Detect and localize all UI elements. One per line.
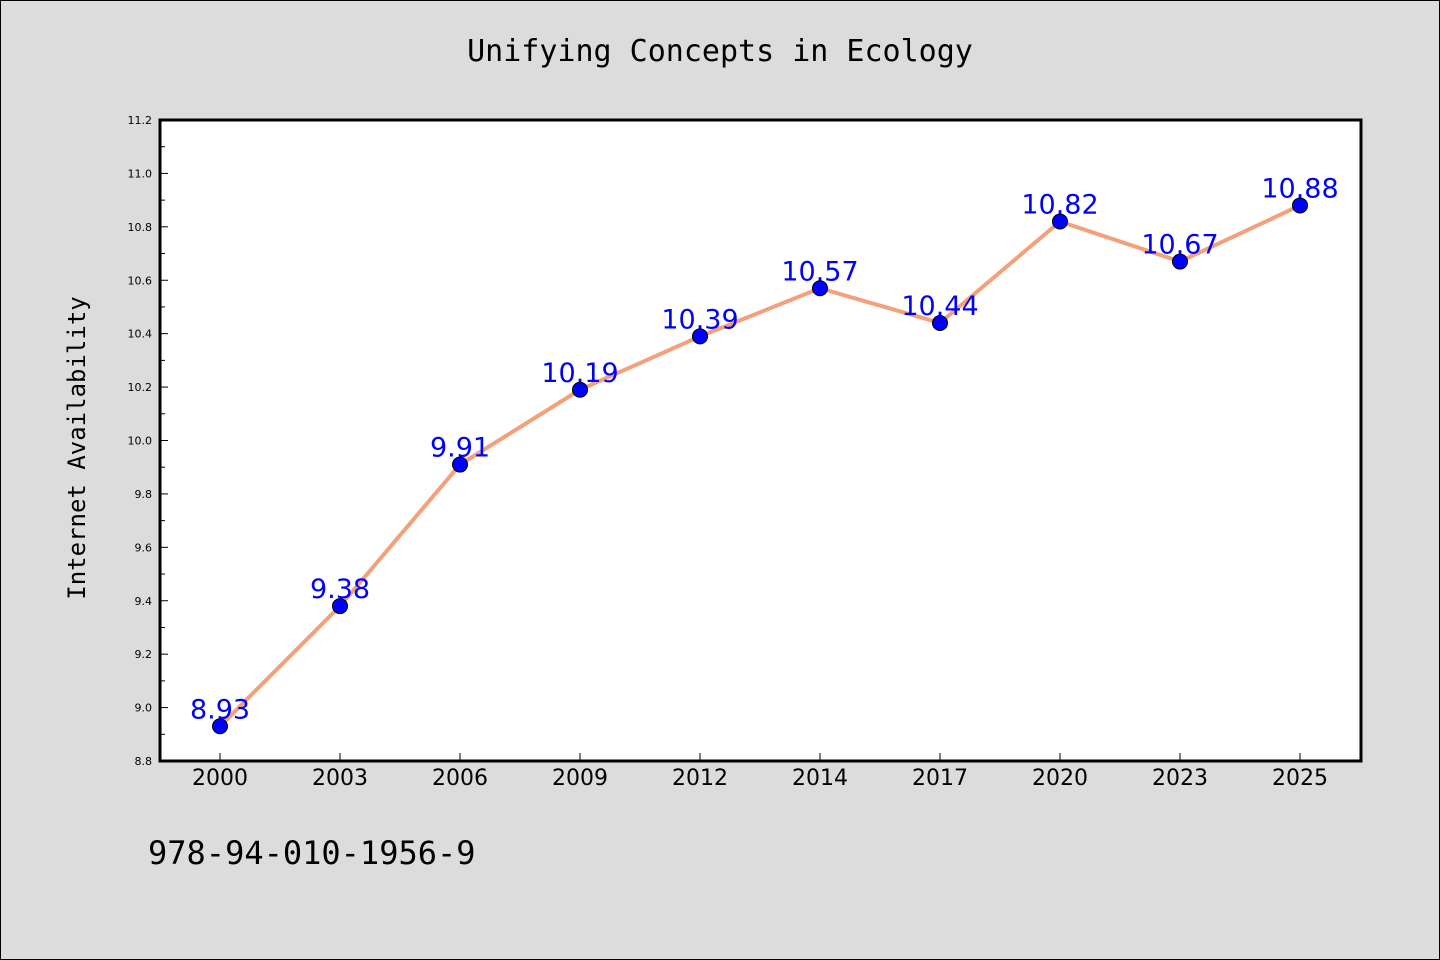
data-label: 10.44 [901,291,978,322]
data-point [332,598,348,615]
data-label: 10.88 [1261,173,1338,204]
y-tick-label: 10.0 [128,435,153,448]
data-point [1292,197,1308,214]
y-tick-label: 10.8 [128,221,153,234]
data-label: 10.82 [1021,189,1098,220]
y-tick-label: 8.8 [135,755,153,768]
x-tick-label: 2012 [672,766,728,791]
x-tick-label: 2014 [792,766,848,791]
data-label: 10.19 [541,358,618,389]
data-point [1172,253,1188,270]
y-tick-label: 9.8 [135,488,153,501]
data-label: 9.91 [430,433,490,464]
x-tick-label: 2003 [312,766,368,791]
data-point [452,456,468,473]
y-tick-label: 9.6 [135,541,153,554]
data-point [212,718,228,735]
x-tick-label: 2009 [552,766,608,791]
x-tick-label: 2000 [192,766,248,791]
y-tick-label: 10.6 [128,274,153,287]
x-tick-label: 2020 [1032,766,1088,791]
y-tick-label: 9.0 [135,702,153,715]
data-point [692,328,708,345]
data-label: 10.67 [1141,230,1218,261]
y-tick-label: 9.4 [135,595,153,608]
x-tick-label: 2025 [1272,766,1328,791]
data-label: 10.39 [661,304,738,335]
y-tick-label: 10.2 [128,381,153,394]
series: 8.93 9.38 9.91 10.19 10.39 10.57 10.44 10.82 10.… [190,173,1339,735]
y-axis: 8.8 9.0 9.2 9.4 9.6 9.8 10.0 10.2 10.4 10.6 10.8 11… [128,114,168,768]
x-axis: 2000 2003 2006 2009 2012 2014 2017 2020 2023 2025 [192,753,1328,791]
data-label: 9.38 [310,574,370,605]
data-point [932,314,948,331]
x-tick-label: 2023 [1152,766,1208,791]
data-label: 10.57 [781,256,858,287]
x-tick-label: 2017 [912,766,968,791]
data-label: 8.93 [190,694,250,725]
data-point [1052,213,1068,230]
x-tick-label: 2006 [432,766,488,791]
y-tick-label: 11.0 [128,167,153,180]
plot-area [158,118,1363,763]
chart-title: Unifying Concepts in Ecology [467,34,973,69]
data-point [572,381,588,398]
isbn-footer: 978-94-010-1956-9 [148,834,476,872]
y-tick-label: 9.2 [135,648,153,661]
series-line [218,203,1301,728]
y-tick-label: 11.2 [128,114,153,127]
data-point [812,280,828,297]
y-tick-label: 10.4 [128,328,153,341]
